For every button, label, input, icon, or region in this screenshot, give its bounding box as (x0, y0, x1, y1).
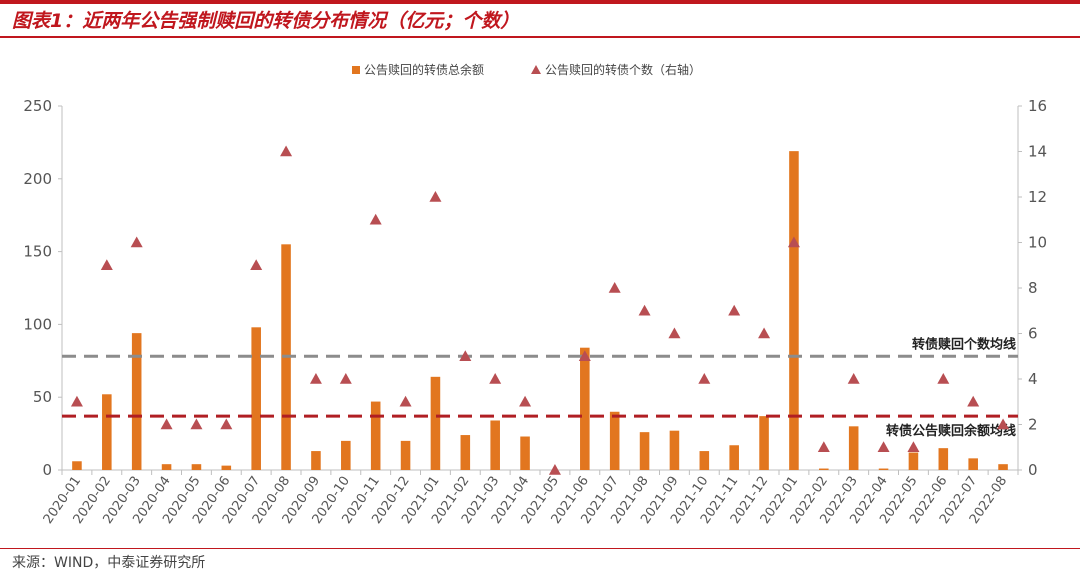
bar (430, 376, 441, 470)
right-tick-label: 14 (1028, 143, 1047, 161)
triangle-point (997, 418, 1010, 430)
left-tick-label: 200 (23, 170, 52, 188)
chart-area: 05010015020025002468101214162020-012020-… (23, 62, 1047, 527)
reference-line-label: 转债公告赎回余额均线 (886, 423, 1016, 439)
legend-triangle-swatch (531, 65, 541, 74)
triangle-point (339, 373, 352, 384)
bar (400, 440, 411, 470)
source-note: 来源：WIND，中泰证券研究所 (12, 555, 206, 571)
bar (221, 465, 232, 470)
triangle-point (578, 350, 591, 362)
top-rule (0, 0, 1080, 4)
triangle-point (190, 418, 203, 430)
triangle-point (907, 441, 920, 453)
title-rule (0, 36, 1080, 38)
bar (161, 464, 172, 470)
left-tick-label: 150 (23, 243, 52, 261)
right-tick-label: 0 (1028, 461, 1038, 479)
triangle-point (638, 304, 651, 316)
right-tick-label: 10 (1028, 234, 1047, 252)
right-tick-label: 4 (1028, 370, 1038, 388)
bar (968, 458, 978, 470)
triangle-point (100, 259, 113, 271)
triangle-point (70, 395, 83, 407)
bar (729, 445, 739, 470)
triangle-point (847, 373, 860, 384)
bottom-rule (0, 548, 1080, 549)
triangle-point (548, 464, 561, 475)
bar (72, 461, 82, 470)
bar (878, 468, 889, 470)
bar (998, 464, 1008, 470)
triangle-point (250, 259, 263, 271)
triangle-point (967, 395, 980, 407)
right-tick-label: 8 (1028, 279, 1038, 297)
legend-bar-label: 公告赎回的转债总余额 (364, 62, 484, 77)
bar (580, 347, 590, 470)
triangle-point (429, 191, 442, 202)
bar (191, 464, 202, 470)
right-tick-label: 2 (1028, 416, 1038, 434)
triangle-point (369, 213, 382, 225)
triangle-point (280, 145, 293, 157)
right-tick-label: 12 (1028, 188, 1047, 206)
triangle-point (160, 418, 173, 430)
bar (490, 420, 500, 470)
triangle-point (309, 373, 322, 384)
triangle-point (519, 395, 532, 407)
triangle-point (817, 441, 830, 453)
triangle-point (787, 236, 800, 248)
triangle-point (130, 236, 143, 248)
bar (251, 327, 261, 470)
bar (609, 411, 620, 470)
triangle-point (728, 304, 741, 316)
left-tick-label: 250 (23, 97, 52, 115)
triangle-point (399, 395, 412, 407)
triangle-point (459, 350, 472, 362)
bar (520, 436, 530, 470)
left-tick-label: 0 (42, 461, 52, 479)
left-tick-label: 100 (23, 315, 52, 333)
triangle-point (758, 327, 771, 339)
triangle-point (489, 373, 502, 384)
bar (699, 451, 710, 470)
triangle-point (937, 373, 950, 384)
triangle-point (698, 373, 711, 384)
bar (341, 440, 351, 470)
bar (938, 448, 949, 470)
bar (370, 401, 381, 470)
bar (131, 333, 142, 470)
right-tick-label: 16 (1028, 97, 1047, 115)
bar (311, 451, 321, 470)
triangle-point (608, 282, 621, 293)
bar (102, 394, 112, 470)
legend-bar-swatch (352, 66, 360, 74)
bar (669, 430, 680, 470)
bar (639, 432, 650, 470)
triangle-point (220, 418, 233, 430)
legend-triangle-label: 公告赎回的转债个数（右轴） (545, 62, 701, 77)
bar (908, 452, 919, 470)
left-tick-label: 50 (33, 388, 52, 406)
triangle-point (877, 441, 890, 453)
bar (848, 426, 859, 470)
reference-line-label: 转债赎回个数均线 (912, 336, 1016, 352)
bar (789, 151, 799, 471)
bar (759, 416, 769, 470)
chart-title: 图表1：近两年公告强制赎回的转债分布情况（亿元；个数） (12, 10, 520, 32)
bar (819, 468, 829, 470)
bar (460, 435, 471, 470)
triangle-point (668, 327, 681, 339)
right-tick-label: 6 (1028, 325, 1038, 343)
